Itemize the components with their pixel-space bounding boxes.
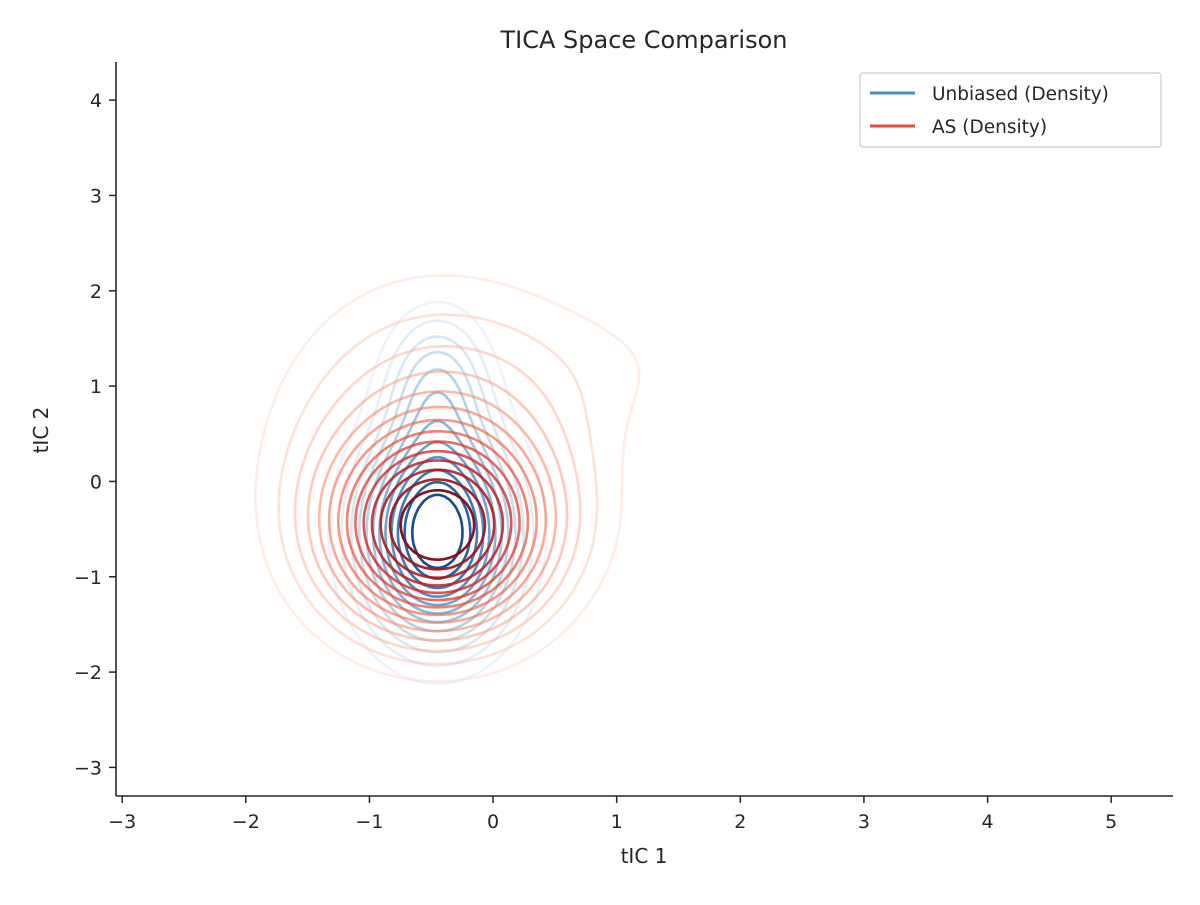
contour-line [306,370,569,642]
x-tick-label: −2 [232,811,260,833]
y-tick-label: 4 [90,90,102,112]
contour-line [317,390,558,633]
x-tick-label: 3 [858,811,870,833]
y-axis-ticks: −3 −2 −1 0 1 2 3 4 [74,90,116,779]
contour-line [337,418,538,617]
chart-title: TICA Space Comparison [499,26,787,54]
contour-line [379,468,496,579]
x-tick-label: −3 [108,811,136,833]
legend-label-as: AS (Density) [932,117,1047,138]
contour-line [411,493,464,570]
contour-line [345,430,530,609]
x-tick-label: 4 [982,811,994,833]
contour-line [399,489,476,561]
x-tick-label: −1 [355,811,383,833]
y-tick-label: −2 [74,662,102,684]
contour-line [388,478,487,571]
contour-line [254,274,641,683]
legend-box [859,72,1162,148]
y-tick-label: 1 [90,376,102,398]
contour-line [370,459,505,587]
y-axis-label: tIC 2 [29,407,53,454]
contour-line [293,345,582,653]
contour-series-1 [254,274,641,683]
y-tick-label: 3 [90,185,102,207]
contour-line [327,405,548,624]
legend: Unbiased (Density) AS (Density) [859,72,1162,148]
legend-label-unbiased: Unbiased (Density) [932,84,1109,105]
x-tick-label: 0 [487,811,499,833]
contour-line [277,313,599,666]
y-tick-label: −1 [74,567,102,589]
x-axis-ticks: −3 −2 −1 0 1 2 3 4 5 [108,796,1117,833]
x-tick-label: 5 [1105,811,1117,833]
x-tick-label: 2 [734,811,746,833]
y-tick-label: −3 [74,757,102,779]
y-tick-label: 2 [90,281,102,303]
x-tick-label: 1 [611,811,623,833]
contour-layer [254,274,641,685]
contour-line [354,440,521,602]
contour-line [362,449,513,595]
y-tick-label: 0 [90,471,102,493]
x-axis-label: tIC 1 [621,844,668,868]
